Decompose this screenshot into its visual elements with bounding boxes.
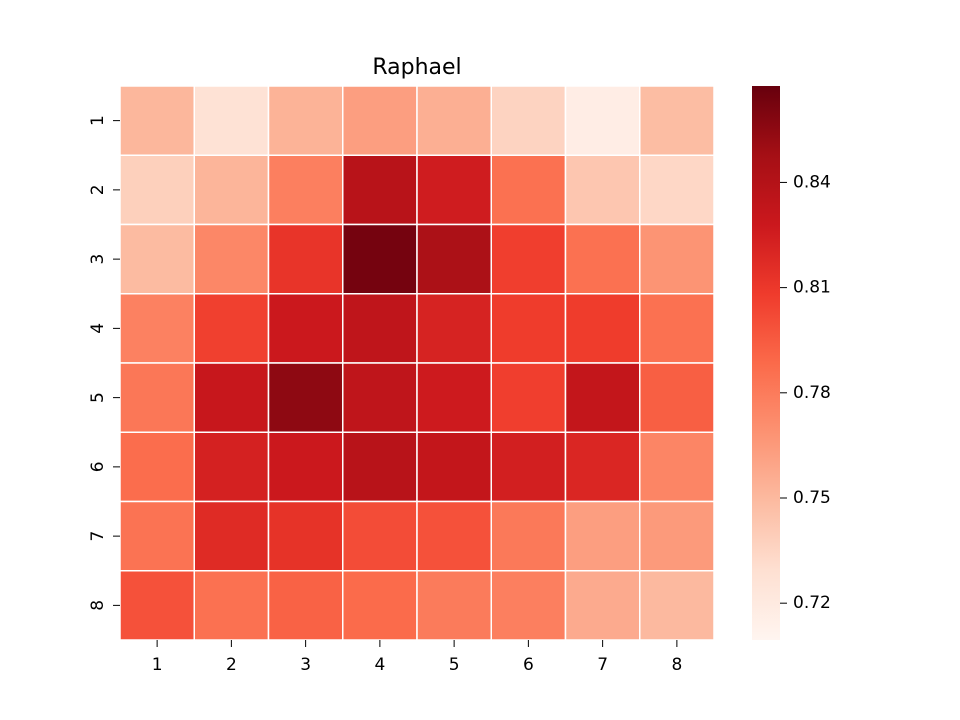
x-tick-label: 8	[671, 655, 682, 675]
heatmap-cell	[490, 362, 567, 433]
colorbar-tick-label: 0.81	[793, 278, 831, 298]
heatmap-cell	[639, 293, 715, 364]
heatmap-cell	[119, 223, 195, 295]
colorbar-tick-label: 0.78	[793, 383, 831, 403]
x-tick-label: 7	[597, 655, 608, 675]
heatmap-cell	[639, 570, 715, 641]
heatmap-cell	[193, 362, 270, 433]
heatmap-cell	[564, 500, 641, 572]
heatmap-cell	[193, 293, 270, 364]
y-tick-label: 6	[88, 461, 108, 472]
heatmap-cell	[342, 85, 418, 156]
heatmap-cell	[639, 85, 715, 156]
heatmap-cell	[267, 431, 344, 503]
chart-title: Raphael	[372, 55, 461, 80]
heatmap-cell	[342, 500, 418, 572]
heatmap-cell	[193, 570, 270, 641]
heatmap-cell	[342, 570, 418, 641]
heatmap-cell	[119, 85, 195, 156]
heatmap-cell	[193, 223, 270, 295]
heatmap-cell	[193, 431, 270, 503]
heatmap-cell	[416, 293, 492, 364]
y-tick-label: 2	[88, 184, 108, 195]
heatmap-cell	[416, 154, 492, 226]
x-tick-label: 1	[152, 655, 163, 675]
heatmap-cell	[564, 223, 641, 295]
heatmap-cell	[193, 500, 270, 572]
heatmap-cell	[564, 570, 641, 641]
heatmap-cell	[342, 154, 418, 226]
heatmap-cell	[564, 154, 641, 226]
heatmap-cell	[416, 500, 492, 572]
heatmap-cell	[342, 223, 418, 295]
heatmap-cell	[490, 85, 567, 156]
heatmap-cell	[416, 85, 492, 156]
heatmap-cell	[416, 570, 492, 641]
heatmap-cell	[490, 570, 567, 641]
heatmap-cell	[119, 362, 195, 433]
heatmap-cell	[267, 85, 344, 156]
heatmap-cell	[564, 431, 641, 503]
heatmap-cell	[490, 223, 567, 295]
y-tick-label: 3	[88, 254, 108, 265]
heatmap-cell	[267, 293, 344, 364]
heatmap-cell	[342, 431, 418, 503]
heatmap-cell	[193, 85, 270, 156]
heatmap-cell	[490, 431, 567, 503]
heatmap-cell	[342, 362, 418, 433]
heatmap-cell	[416, 223, 492, 295]
colorbar-gradient	[752, 86, 780, 640]
heatmap-cell	[267, 500, 344, 572]
heatmap-cell	[119, 293, 195, 364]
colorbar-tick-label: 0.72	[793, 593, 831, 613]
heatmap-cell	[119, 154, 195, 226]
heatmap-cell	[267, 223, 344, 295]
heatmap-cell	[267, 570, 344, 641]
heatmap-cell	[119, 431, 195, 503]
y-tick-label: 7	[88, 531, 108, 542]
colorbar: 0.72 0.75 0.78 0.81 0.84	[752, 86, 831, 640]
heatmap-cell	[416, 431, 492, 503]
x-tick-label: 2	[226, 655, 237, 675]
x-tick-label: 6	[523, 655, 534, 675]
colorbar-tick-label: 0.84	[793, 172, 831, 192]
x-axis: 1 2 3 4 5 6 7 8	[152, 640, 682, 675]
y-tick-label: 1	[88, 115, 108, 126]
y-tick-label: 8	[88, 600, 108, 611]
heatmap-cell	[416, 362, 492, 433]
heatmap-cell	[564, 293, 641, 364]
heatmap-cell	[639, 431, 715, 503]
heatmap-cell	[639, 154, 715, 226]
heatmap-cell	[193, 154, 270, 226]
heatmap-cell	[639, 362, 715, 433]
x-tick-label: 3	[300, 655, 311, 675]
heatmap-cell	[639, 223, 715, 295]
y-axis: 1 2 3 4 5 6 7 8	[88, 115, 120, 611]
heatmap-cell	[119, 500, 195, 572]
heatmap-cell	[267, 362, 344, 433]
colorbar-tick-label: 0.75	[793, 488, 831, 508]
heatmap-cell	[490, 500, 567, 572]
y-tick-label: 4	[88, 323, 108, 334]
x-tick-label: 5	[449, 655, 460, 675]
x-tick-label: 4	[374, 655, 385, 675]
heatmap-cell	[490, 154, 567, 226]
heatmap-cell	[342, 293, 418, 364]
heatmap-cell	[267, 154, 344, 226]
heatmap-cell	[119, 570, 195, 641]
y-tick-label: 5	[88, 392, 108, 403]
colorbar-ticks: 0.72 0.75 0.78 0.81 0.84	[780, 172, 831, 613]
heatmap-cell	[564, 85, 641, 156]
heatmap-cells	[119, 85, 715, 641]
heatmap-cell	[490, 293, 567, 364]
heatmap-cell	[564, 362, 641, 433]
heatmap-cell	[639, 500, 715, 572]
